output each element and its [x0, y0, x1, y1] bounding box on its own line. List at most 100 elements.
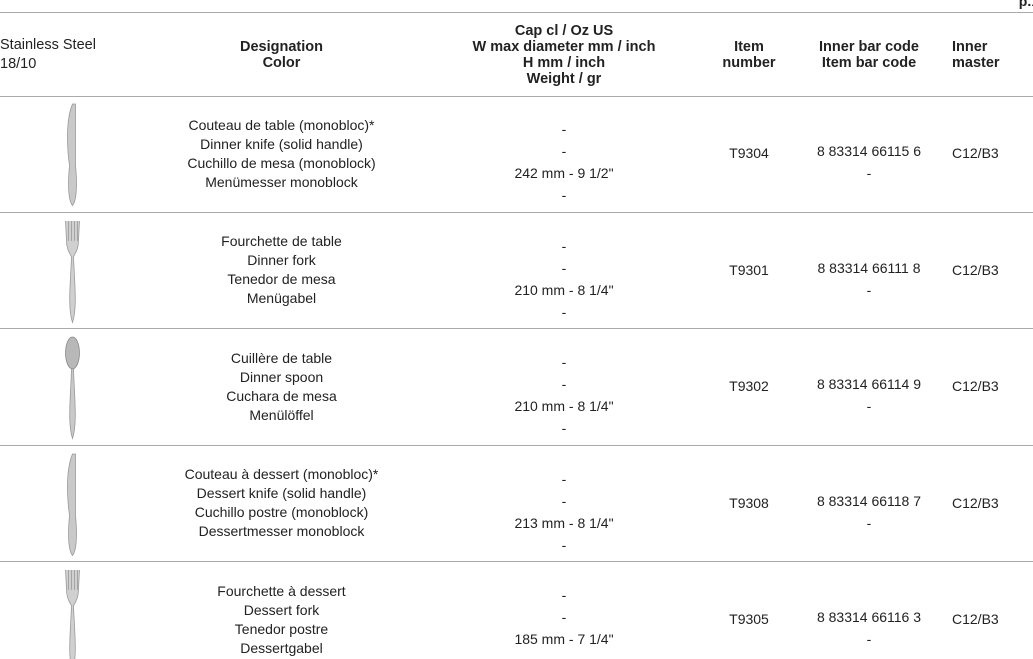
text-line: Designation: [240, 38, 323, 55]
text-line: -: [561, 237, 567, 254]
header-cell: Inner master: [950, 13, 1033, 96]
table-row: Fourchette à dessert Dessert fork Tenedor …: [0, 562, 1033, 659]
text: C12/B3: [952, 261, 999, 278]
text: C12/B3: [952, 145, 999, 162]
table-row: Fourchette de table Dinner fork Tenedor de…: [0, 213, 1033, 329]
barcodes: 8 83314 66118 7 -: [788, 446, 950, 562]
text-line: -: [866, 281, 872, 298]
text-line: -: [561, 259, 567, 276]
text-line: -: [561, 121, 567, 137]
item-number: T9301: [710, 213, 788, 329]
text-line: H mm / inch: [522, 54, 606, 71]
text-line: Inner bar code: [819, 38, 919, 55]
table-row: Couteau de table (monobloc)* Dinner knife…: [0, 96, 1033, 213]
text-line: 210 mm - 8 1/4": [514, 281, 614, 298]
text-line: -: [561, 143, 567, 159]
text-line: Couteau de table (monobloc)*: [188, 116, 375, 133]
designation: Fourchette de table Dinner fork Tenedor de…: [145, 213, 418, 329]
text-line: Couteau à dessert (monobloc)*: [184, 466, 379, 483]
barcodes: 8 83314 66116 3 -: [788, 562, 950, 659]
text-line: 185 mm - 7 1/4": [514, 631, 614, 647]
text-line: 8 83314 66118 7: [816, 492, 922, 509]
barcodes: 8 83314 66114 9 -: [788, 329, 950, 445]
text-line: 8 83314 66115 6: [816, 143, 922, 159]
text-line: -: [561, 492, 567, 509]
text: T9308: [729, 494, 769, 511]
text-line: Menümesser monoblock: [205, 173, 358, 190]
table-row: Couteau à dessert (monobloc)* Dessert kni…: [0, 446, 1033, 562]
text-line: Dessert fork: [243, 601, 320, 618]
text: T9302: [729, 378, 769, 395]
text-line: Dinner spoon: [239, 368, 324, 385]
text-line: Fourchette à dessert: [217, 582, 346, 599]
item-number: T9304: [710, 96, 788, 212]
text-line: -: [561, 470, 567, 487]
inner-master: C12/B3: [950, 213, 1033, 329]
text-line: Dessertgabel: [240, 639, 323, 656]
item-number: T9302: [710, 329, 788, 445]
image-cell: [0, 562, 145, 659]
inner-master: C12/B3: [950, 96, 1033, 212]
barcodes: 8 83314 66115 6 -: [788, 96, 950, 212]
text: T9305: [729, 611, 769, 628]
text-line: Dinner fork: [247, 252, 316, 269]
text-line: 213 mm - 8 1/4": [514, 514, 614, 531]
dimensions: - - 185 mm - 7 1/4" -: [418, 562, 710, 659]
dimensions: - - 210 mm - 8 1/4" -: [418, 329, 710, 445]
text-line: 242 mm - 9 1/2": [514, 165, 614, 181]
header-cell: Item number: [710, 13, 788, 96]
text-line: -: [561, 536, 567, 553]
text-line: Item bar code: [821, 54, 917, 71]
text-line: Menügabel: [246, 290, 317, 307]
item-number: T9305: [710, 562, 788, 659]
image-cell: [0, 329, 145, 445]
text-line: Tenedor postre: [234, 620, 329, 637]
text-line: 8 83314 66114 9: [816, 376, 922, 392]
text-line: Cuchillo de mesa (monoblock): [187, 154, 376, 171]
cutlery-icon: [67, 453, 77, 556]
text-line: -: [866, 514, 872, 531]
text-line: 18/10: [0, 55, 37, 72]
designation: Cuillère de table Dinner spoon Cuchara de …: [145, 329, 418, 445]
text-line: Dessertmesser monoblock: [198, 523, 365, 540]
dimensions: - - 213 mm - 8 1/4" -: [418, 446, 710, 562]
text-line: Item: [734, 38, 764, 55]
image-cell: [0, 213, 145, 329]
text-line: 210 mm - 8 1/4": [514, 398, 614, 414]
text-line: -: [561, 609, 567, 625]
header-cell: Inner bar code Item bar code: [788, 13, 950, 96]
text: C12/B3: [952, 611, 999, 628]
text: C12/B3: [952, 378, 999, 395]
inner-master: C12/B3: [950, 446, 1033, 562]
table-row: Cuillère de table Dinner spoon Cuchara de …: [0, 329, 1033, 446]
header-cell: Stainless Steel 18/10: [0, 13, 145, 96]
text-line: Cap cl / Oz US: [514, 22, 614, 39]
inner-master: C12/B3: [950, 329, 1033, 445]
cutlery-icon: [67, 103, 77, 207]
text-line: -: [561, 420, 567, 436]
text-line: -: [561, 303, 567, 320]
text-line: -: [418, 650, 710, 659]
inner-master: C12/B3: [950, 562, 1033, 659]
text-line: Tenedor de mesa: [227, 271, 336, 288]
header-cell: Cap cl / Oz US W max diameter mm / inch H …: [418, 13, 710, 96]
text-line: Cuchillo postre (monoblock): [194, 504, 369, 521]
text-line: -: [866, 165, 872, 181]
text: T9304: [729, 145, 769, 162]
text-line: Cuillère de table: [230, 349, 333, 366]
text-line: Weight / gr: [526, 70, 602, 87]
header-row: Stainless Steel 18/10 Designation Color Cap …: [0, 13, 1033, 97]
image-cell: [0, 96, 145, 212]
text-line: Cuchara de mesa: [226, 387, 337, 404]
text-line: 8 83314 66116 3: [816, 609, 922, 625]
text-line: -: [561, 354, 567, 370]
designation: Couteau de table (monobloc)* Dinner knife…: [145, 96, 418, 212]
text: T9301: [729, 261, 769, 278]
text-line: Menülöffel: [249, 406, 314, 423]
top-rule: [0, 12, 1033, 13]
page-ref: p.1: [1018, 0, 1033, 9]
cutlery-icon: [65, 220, 80, 324]
dimensions: - - 210 mm - 8 1/4" -: [418, 213, 710, 329]
cutlery-icon: [65, 336, 80, 440]
